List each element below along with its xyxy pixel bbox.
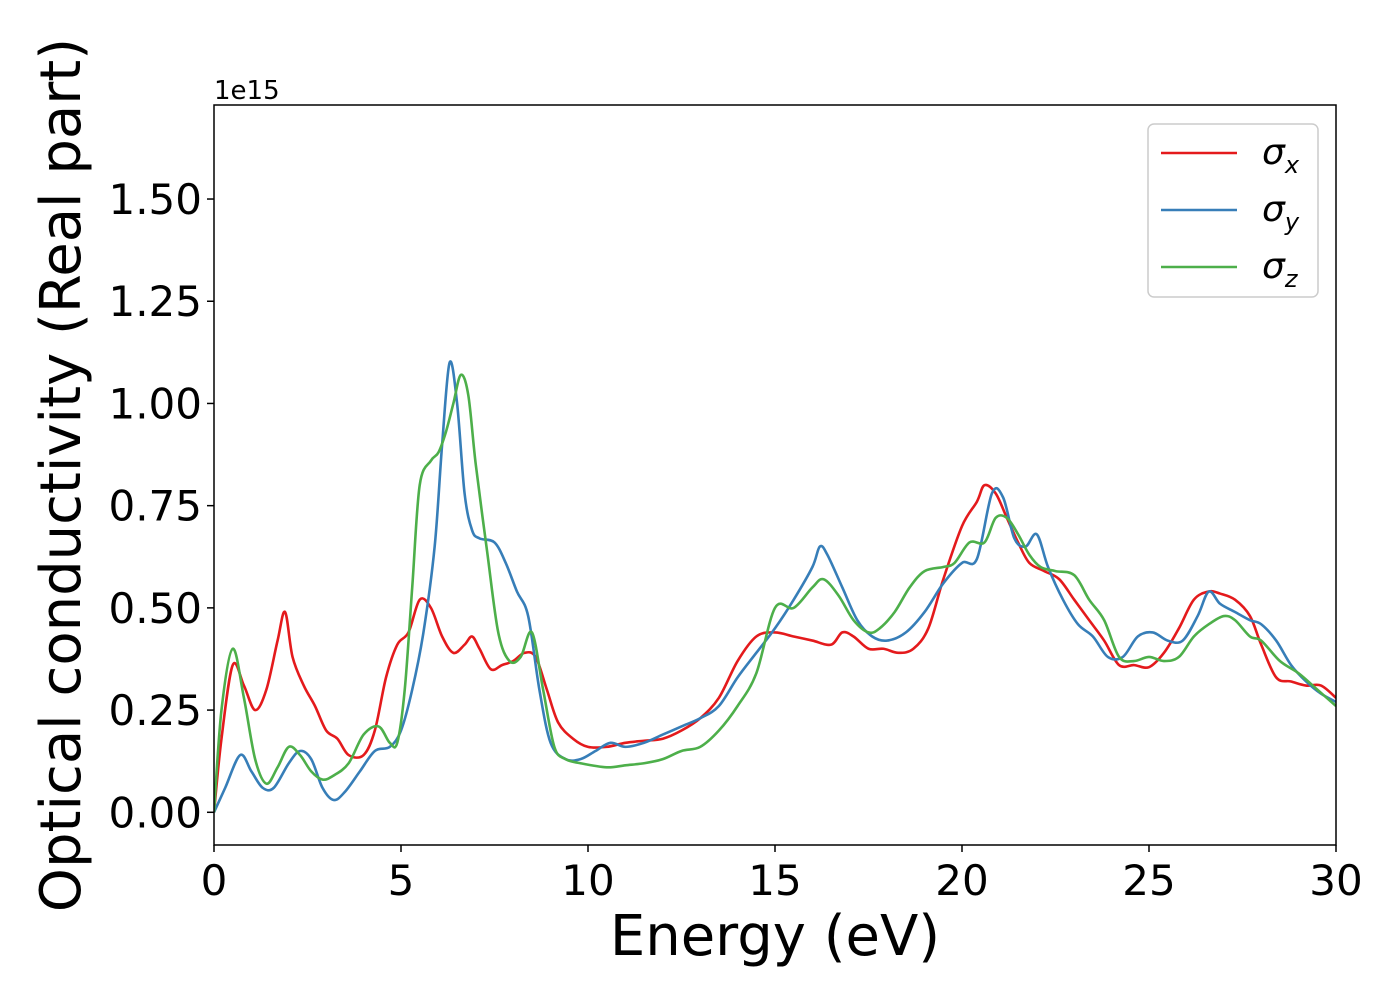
x-tick-label: 25 bbox=[1122, 856, 1175, 905]
x-axis-ticks: 0 5 10 15 20 25 30 bbox=[201, 845, 1363, 905]
x-tick-label: 20 bbox=[935, 856, 988, 905]
series-line-y bbox=[214, 360, 1336, 813]
x-tick-label: 10 bbox=[561, 856, 614, 905]
series-layer bbox=[214, 360, 1336, 813]
series-line-z bbox=[214, 373, 1336, 813]
x-axis-title: Energy (eV) bbox=[610, 904, 940, 969]
x-tick-label: 5 bbox=[388, 856, 415, 905]
series-line-x bbox=[214, 483, 1336, 813]
y-tick-label: 1.00 bbox=[108, 379, 202, 428]
y-tick-label: 0.75 bbox=[108, 482, 202, 531]
y-tick-label: 1.25 bbox=[108, 277, 202, 326]
x-tick-label: 0 bbox=[201, 856, 228, 905]
y-tick-label: 0.25 bbox=[108, 686, 202, 735]
x-tick-label: 15 bbox=[748, 856, 801, 905]
y-axis-ticks: 0.00 0.25 0.50 0.75 1.00 1.25 1.50 bbox=[108, 175, 214, 837]
y-axis-title: Optical conductivity (Real part) bbox=[29, 38, 94, 912]
y-tick-label: 1.50 bbox=[108, 175, 202, 224]
y-offset-label: 1e15 bbox=[214, 76, 280, 106]
x-tick-label: 30 bbox=[1309, 856, 1362, 905]
y-tick-label: 0.50 bbox=[108, 584, 202, 633]
y-tick-label: 0.00 bbox=[108, 788, 202, 837]
